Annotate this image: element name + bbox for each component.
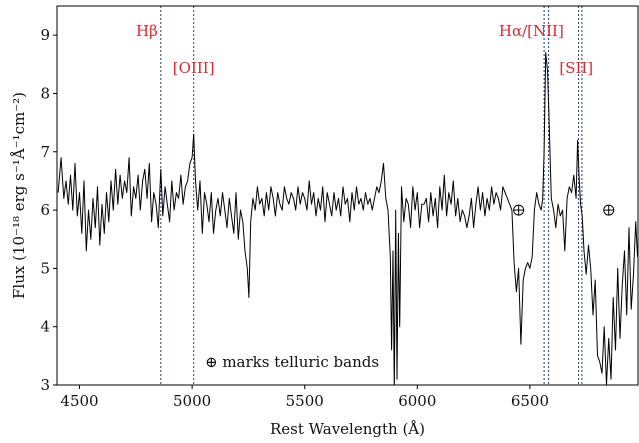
x-tick-label: 6000 bbox=[398, 392, 436, 410]
y-tick-label: 7 bbox=[40, 143, 50, 161]
y-tick-label: 6 bbox=[40, 201, 50, 219]
emission-line-markers: Hβ [OIII] Hα/[NII] [SII] bbox=[136, 6, 593, 385]
emission-line-label: Hβ bbox=[136, 22, 158, 40]
emission-line-label: [SII] bbox=[559, 59, 593, 77]
y-axis-ticks: 3 4 5 6 7 8 9 bbox=[40, 26, 57, 394]
spectrum-series bbox=[57, 52, 638, 385]
x-tick-label: 5500 bbox=[286, 392, 324, 410]
telluric-symbols bbox=[513, 204, 615, 216]
telluric-symbol-icon bbox=[603, 204, 615, 216]
x-tick-label: 5000 bbox=[173, 392, 211, 410]
y-tick-label: 3 bbox=[40, 376, 50, 394]
y-tick-label: 9 bbox=[40, 26, 50, 44]
x-axis-ticks: 4500 5000 5500 6000 6500 bbox=[60, 385, 549, 410]
telluric-symbol-icon bbox=[513, 204, 525, 216]
y-tick-label: 4 bbox=[40, 318, 50, 336]
spectrum-line bbox=[57, 52, 638, 385]
y-tick-label: 5 bbox=[40, 259, 50, 277]
x-axis-label: Rest Wavelength (Å) bbox=[270, 420, 425, 438]
emission-line-label: [OIII] bbox=[173, 59, 215, 77]
y-tick-label: 8 bbox=[40, 84, 50, 102]
x-tick-label: 4500 bbox=[60, 392, 98, 410]
x-tick-label: 6500 bbox=[511, 392, 549, 410]
y-axis-label: Flux (10⁻¹⁸ erg s⁻¹Å⁻¹cm⁻²) bbox=[10, 92, 28, 299]
plot-frame bbox=[56, 5, 639, 386]
emission-line-label: Hα/[NII] bbox=[499, 22, 564, 40]
telluric-note: ⊕ marks telluric bands bbox=[205, 353, 379, 371]
